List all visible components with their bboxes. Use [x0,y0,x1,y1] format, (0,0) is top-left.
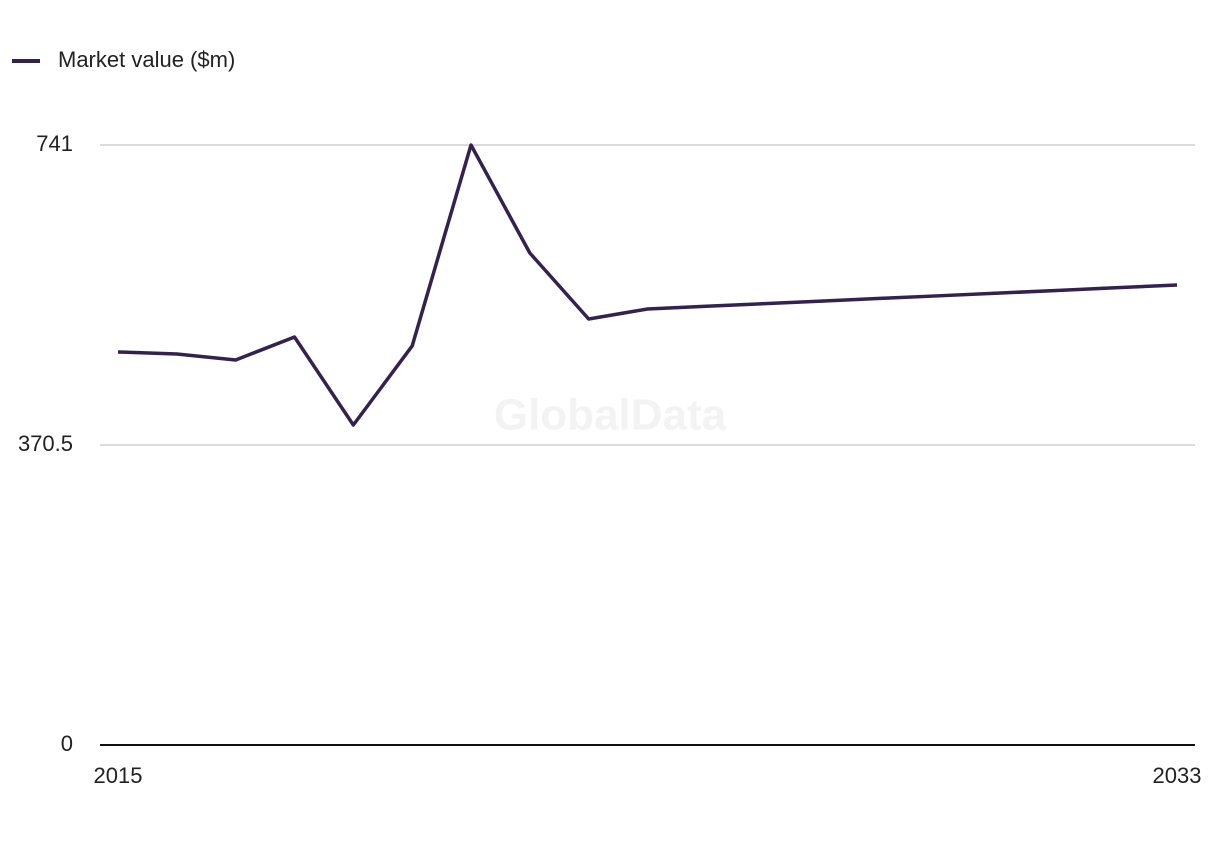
y-tick-label: 0 [61,731,73,756]
legend-label: Market value ($m) [58,47,235,72]
x-tick-label: 2033 [1153,763,1202,788]
watermark: GlobalData [494,391,727,440]
x-tick-label: 2015 [94,763,143,788]
data-line [117,143,1178,427]
y-tick-label: 370.5 [18,431,73,456]
y-tick-label: 741 [36,131,73,156]
